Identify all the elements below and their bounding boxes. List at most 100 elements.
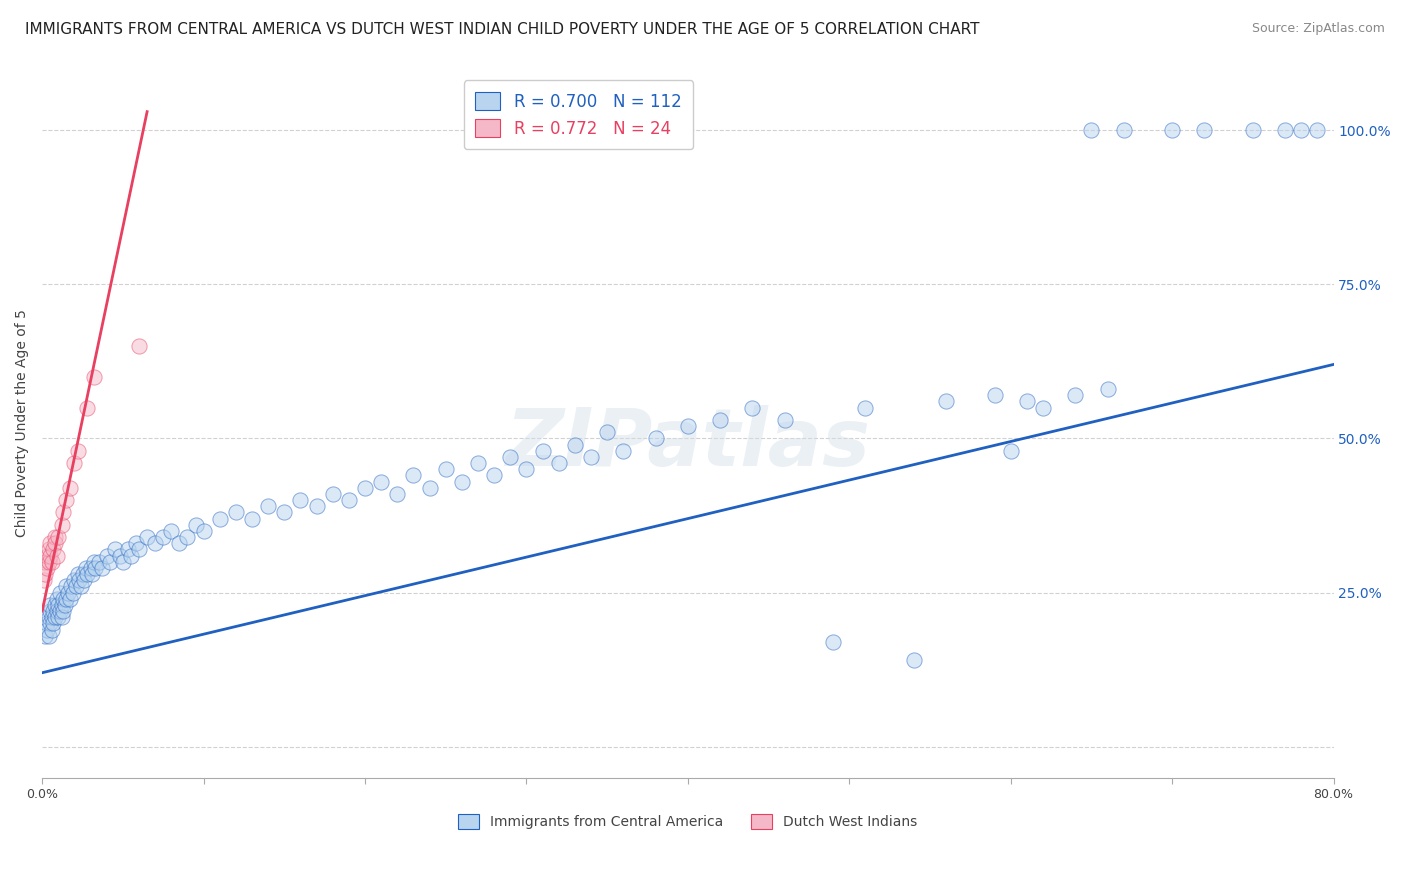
Point [120, 549, 142, 563]
Point [35, 623, 58, 637]
Point [193, 524, 215, 538]
Point [935, 394, 957, 409]
Point [225, 505, 247, 519]
Point [79, 561, 101, 575]
Point [66, 443, 89, 458]
Point [184, 517, 207, 532]
Point [160, 524, 183, 538]
Point [741, 401, 763, 415]
Point [1080, 123, 1102, 137]
Point [136, 530, 159, 544]
Point [56, 585, 79, 599]
Point [1241, 123, 1264, 137]
Point [83, 555, 105, 569]
Point [579, 450, 602, 464]
Point [44, 610, 66, 624]
Point [305, 500, 328, 514]
Point [337, 493, 360, 508]
Point [75, 561, 97, 575]
Point [39, 604, 62, 618]
Point [87, 555, 110, 569]
Point [823, 635, 845, 649]
Point [44, 530, 66, 544]
Point [60, 579, 83, 593]
Point [176, 530, 198, 544]
Point [612, 443, 634, 458]
Point [39, 616, 62, 631]
Point [52, 604, 75, 618]
Point [55, 591, 77, 606]
Point [38, 629, 60, 643]
Point [499, 450, 522, 464]
Point [515, 462, 537, 476]
Point [83, 369, 105, 384]
Point [66, 567, 89, 582]
Point [38, 610, 60, 624]
Point [41, 555, 63, 569]
Point [34, 567, 56, 582]
Point [46, 598, 69, 612]
Point [42, 604, 65, 618]
Point [70, 579, 93, 593]
Point [547, 456, 569, 470]
Point [467, 456, 489, 470]
Point [46, 610, 69, 624]
Point [402, 468, 425, 483]
Point [45, 604, 67, 618]
Point [1306, 123, 1329, 137]
Point [273, 505, 295, 519]
Point [59, 591, 82, 606]
Point [35, 549, 58, 563]
Point [39, 598, 62, 612]
Point [53, 598, 76, 612]
Point [370, 475, 392, 489]
Point [143, 536, 166, 550]
Point [676, 419, 699, 434]
Point [76, 401, 98, 415]
Point [855, 401, 877, 415]
Point [1064, 388, 1087, 402]
Point [1000, 443, 1022, 458]
Point [644, 432, 666, 446]
Point [34, 555, 56, 569]
Point [72, 567, 94, 582]
Point [65, 579, 87, 593]
Point [67, 573, 90, 587]
Point [531, 443, 554, 458]
Point [51, 517, 73, 532]
Point [322, 487, 344, 501]
Point [564, 437, 586, 451]
Point [208, 511, 231, 525]
Point [983, 388, 1005, 402]
Point [387, 487, 409, 501]
Point [45, 549, 67, 563]
Point [39, 549, 62, 563]
Point [55, 493, 77, 508]
Point [63, 573, 86, 587]
Point [84, 561, 107, 575]
Point [52, 505, 75, 519]
Point [290, 493, 312, 508]
Point [35, 561, 58, 575]
Point [41, 623, 63, 637]
Point [240, 511, 263, 525]
Point [51, 610, 73, 624]
Point [128, 542, 150, 557]
Point [482, 468, 505, 483]
Legend: Immigrants from Central America, Dutch West Indians: Immigrants from Central America, Dutch W… [453, 808, 922, 834]
Point [55, 579, 77, 593]
Point [90, 561, 112, 575]
Point [152, 530, 174, 544]
Point [434, 462, 457, 476]
Point [773, 413, 796, 427]
Point [125, 536, 148, 550]
Point [169, 536, 191, 550]
Point [1161, 123, 1184, 137]
Point [451, 475, 474, 489]
Point [44, 536, 66, 550]
Point [1032, 401, 1054, 415]
Point [111, 555, 134, 569]
Point [1015, 394, 1038, 409]
Point [96, 549, 118, 563]
Point [38, 542, 60, 557]
